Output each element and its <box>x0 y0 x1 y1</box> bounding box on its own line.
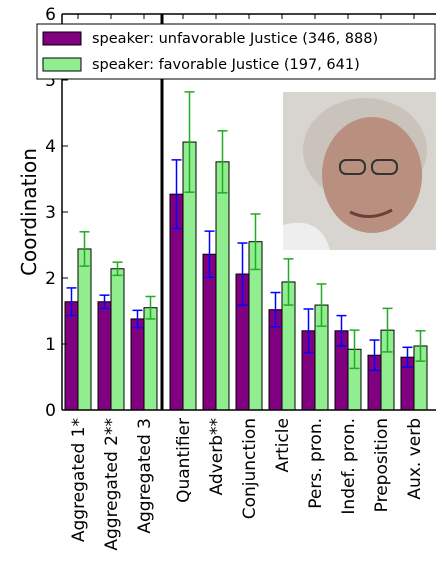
error-bar <box>336 314 347 347</box>
x-tick-label: Adverb** <box>207 418 227 495</box>
error-bar <box>145 295 156 320</box>
y-tick-label: 5 <box>45 71 56 91</box>
error-bar <box>349 329 360 370</box>
photo-glasses <box>339 159 366 175</box>
legend-label: speaker: favorable Justice (197, 641) <box>92 57 360 73</box>
error-bar <box>415 330 426 362</box>
error-bar <box>303 308 314 354</box>
error-bar <box>79 231 90 267</box>
error-bar <box>402 346 413 368</box>
legend: speaker: unfavorable Justice (346, 888) s… <box>36 23 436 80</box>
error-bar <box>382 307 393 353</box>
error-bar <box>204 230 215 279</box>
x-tick-label: Indef. pron. <box>339 418 359 515</box>
photo-face <box>322 117 422 233</box>
photo-glasses <box>371 159 398 175</box>
error-bar <box>250 213 261 271</box>
legend-swatch <box>42 31 82 46</box>
x-tick-label: Aux. verb <box>405 418 425 500</box>
y-axis-label: Coordination <box>17 148 41 276</box>
inset-photo <box>283 92 436 250</box>
error-bar <box>217 130 228 194</box>
bar <box>64 301 79 411</box>
bar <box>110 268 125 411</box>
legend-box <box>36 23 436 80</box>
bar <box>130 318 145 411</box>
bar <box>77 248 92 411</box>
error-bar <box>132 309 143 329</box>
error-bar <box>237 242 248 306</box>
photo-hand <box>283 222 330 250</box>
x-tick-label: Pers. pron. <box>306 418 326 509</box>
error-bar <box>270 291 281 328</box>
bar <box>215 161 230 411</box>
error-bar <box>283 258 294 306</box>
photo-mouth <box>349 208 393 218</box>
error-bar <box>369 339 380 372</box>
y-tick-label: 2 <box>45 269 56 289</box>
error-bar <box>316 283 327 327</box>
error-bar <box>184 91 195 193</box>
y-tick-label: 4 <box>45 137 56 157</box>
x-tick-label: Preposition <box>372 418 392 512</box>
x-tick-label: Aggregated 2** <box>102 418 122 551</box>
x-tick-label: Article <box>273 418 293 473</box>
bar <box>97 301 112 411</box>
y-tick-label: 6 <box>45 5 56 25</box>
error-bar <box>99 294 110 310</box>
x-tick-label: Aggregated 3 <box>135 418 155 534</box>
x-tick-label: Quantifier <box>174 418 194 503</box>
legend-label: speaker: unfavorable Justice (346, 888) <box>92 31 378 47</box>
y-tick-label: 0 <box>45 401 56 421</box>
y-tick-label: 3 <box>45 203 56 223</box>
bar <box>143 307 158 411</box>
x-tick-label: Conjunction <box>240 418 260 519</box>
error-bar <box>66 287 77 317</box>
error-bar <box>112 261 123 277</box>
x-tick-label: Aggregated 1* <box>69 418 89 542</box>
y-tick-label: 1 <box>45 335 56 355</box>
error-bar <box>171 159 182 230</box>
legend-swatch <box>42 57 82 72</box>
